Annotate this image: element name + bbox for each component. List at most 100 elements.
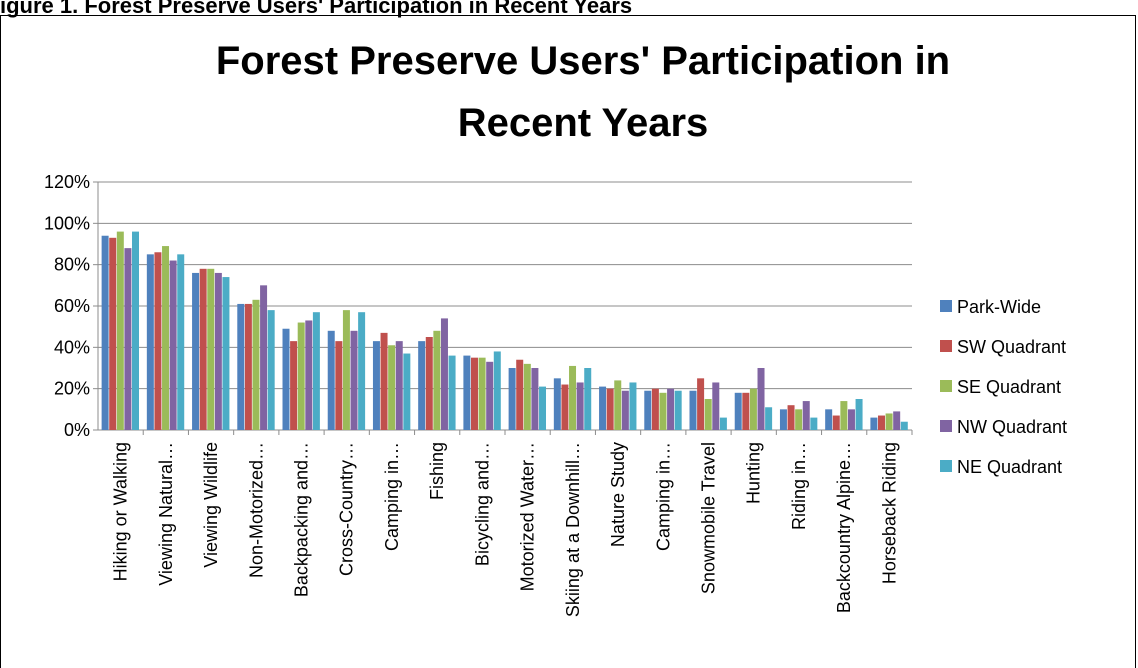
bar <box>177 254 185 430</box>
bar <box>561 384 569 430</box>
x-tick-label: Hiking or Walking <box>111 442 131 581</box>
bar <box>900 421 908 430</box>
bar <box>124 248 132 430</box>
bar <box>350 330 358 430</box>
chart-title-line-2: Recent Years <box>458 101 709 145</box>
chart-frame <box>0 15 1136 668</box>
x-tick-label: Backcountry Alpine… <box>834 442 854 613</box>
bar <box>425 337 433 430</box>
bar <box>651 388 659 430</box>
bar <box>749 388 757 430</box>
bar <box>372 341 380 430</box>
bar <box>704 399 712 430</box>
bar <box>870 417 878 430</box>
bar <box>199 268 207 430</box>
bar <box>493 351 501 430</box>
legend-swatch <box>940 300 952 312</box>
bar <box>584 368 592 430</box>
legend-swatch <box>940 420 952 432</box>
bar <box>516 359 524 430</box>
bar <box>531 368 539 430</box>
x-tick-label: Cross-Country… <box>337 442 357 576</box>
bar <box>109 237 117 430</box>
bar <box>885 413 893 430</box>
x-tick-label: Horseback Riding <box>879 442 899 584</box>
bar <box>214 272 222 430</box>
bar <box>840 401 848 430</box>
y-tick-label: 40% <box>54 337 90 357</box>
bar <box>765 407 773 430</box>
bar <box>388 345 396 430</box>
bar <box>644 390 652 430</box>
bar <box>260 285 268 430</box>
legend-label: NW Quadrant <box>957 417 1067 437</box>
bar <box>877 415 885 430</box>
bar <box>667 388 675 430</box>
bar <box>207 268 215 430</box>
legend-swatch <box>940 460 952 472</box>
y-tick-label: 0% <box>64 420 90 440</box>
bar <box>162 246 170 430</box>
bar <box>478 357 486 430</box>
x-tick-label: Snowmobile Travel <box>699 442 719 594</box>
chart-title-line-1: Forest Preserve Users' Participation in <box>216 39 950 83</box>
x-tick-label: Viewing Natural… <box>156 442 176 586</box>
bar <box>146 254 154 430</box>
bar <box>802 401 810 430</box>
bar <box>403 353 411 430</box>
y-tick-label: 20% <box>54 379 90 399</box>
legend-swatch <box>940 340 952 352</box>
x-tick-label: Hunting <box>744 442 764 504</box>
bar <box>312 312 320 430</box>
bar <box>154 252 162 430</box>
x-tick-label: Backpacking and… <box>292 442 312 597</box>
bar <box>779 409 787 430</box>
bar <box>335 341 343 430</box>
x-tick-label: Fishing <box>427 442 447 500</box>
bar <box>712 382 720 430</box>
bar <box>342 310 350 430</box>
bars <box>101 231 908 430</box>
x-tick-label: Viewing Wildlife <box>201 442 221 568</box>
bar <box>697 378 705 430</box>
bar <box>674 390 682 430</box>
bar <box>192 272 200 430</box>
bar <box>614 380 622 430</box>
legend-label: NE Quadrant <box>957 457 1062 477</box>
legend-label: Park-Wide <box>957 297 1041 317</box>
bar <box>116 231 124 430</box>
bar <box>810 417 818 430</box>
bar <box>282 328 290 430</box>
bar <box>252 299 260 430</box>
bar <box>787 405 795 430</box>
bar <box>290 341 298 430</box>
bar <box>553 378 561 430</box>
x-tick-label: Bicycling and… <box>472 442 492 566</box>
bar <box>508 368 516 430</box>
bar <box>606 388 614 430</box>
figure-caption: igure 1. Forest Preserve Users' Particip… <box>0 0 633 18</box>
bar <box>486 361 494 430</box>
bar <box>629 382 637 430</box>
y-tick-label: 60% <box>54 296 90 316</box>
x-tick-label: Camping in… <box>382 442 402 551</box>
legend-swatch <box>940 380 952 392</box>
bar <box>440 318 448 430</box>
bar <box>267 310 275 430</box>
bar <box>433 330 441 430</box>
x-tick-label: Skiing at a Downhill… <box>563 442 583 617</box>
bar <box>237 303 245 430</box>
bar <box>689 390 697 430</box>
bar <box>893 411 901 430</box>
bar <box>297 322 305 430</box>
bar <box>418 341 426 430</box>
bar <box>244 303 252 430</box>
y-tick-label: 100% <box>44 213 90 233</box>
bar <box>825 409 833 430</box>
bar <box>448 355 456 430</box>
gridlines <box>98 181 912 390</box>
bar <box>659 392 667 430</box>
bar <box>470 357 478 430</box>
bar <box>395 341 403 430</box>
